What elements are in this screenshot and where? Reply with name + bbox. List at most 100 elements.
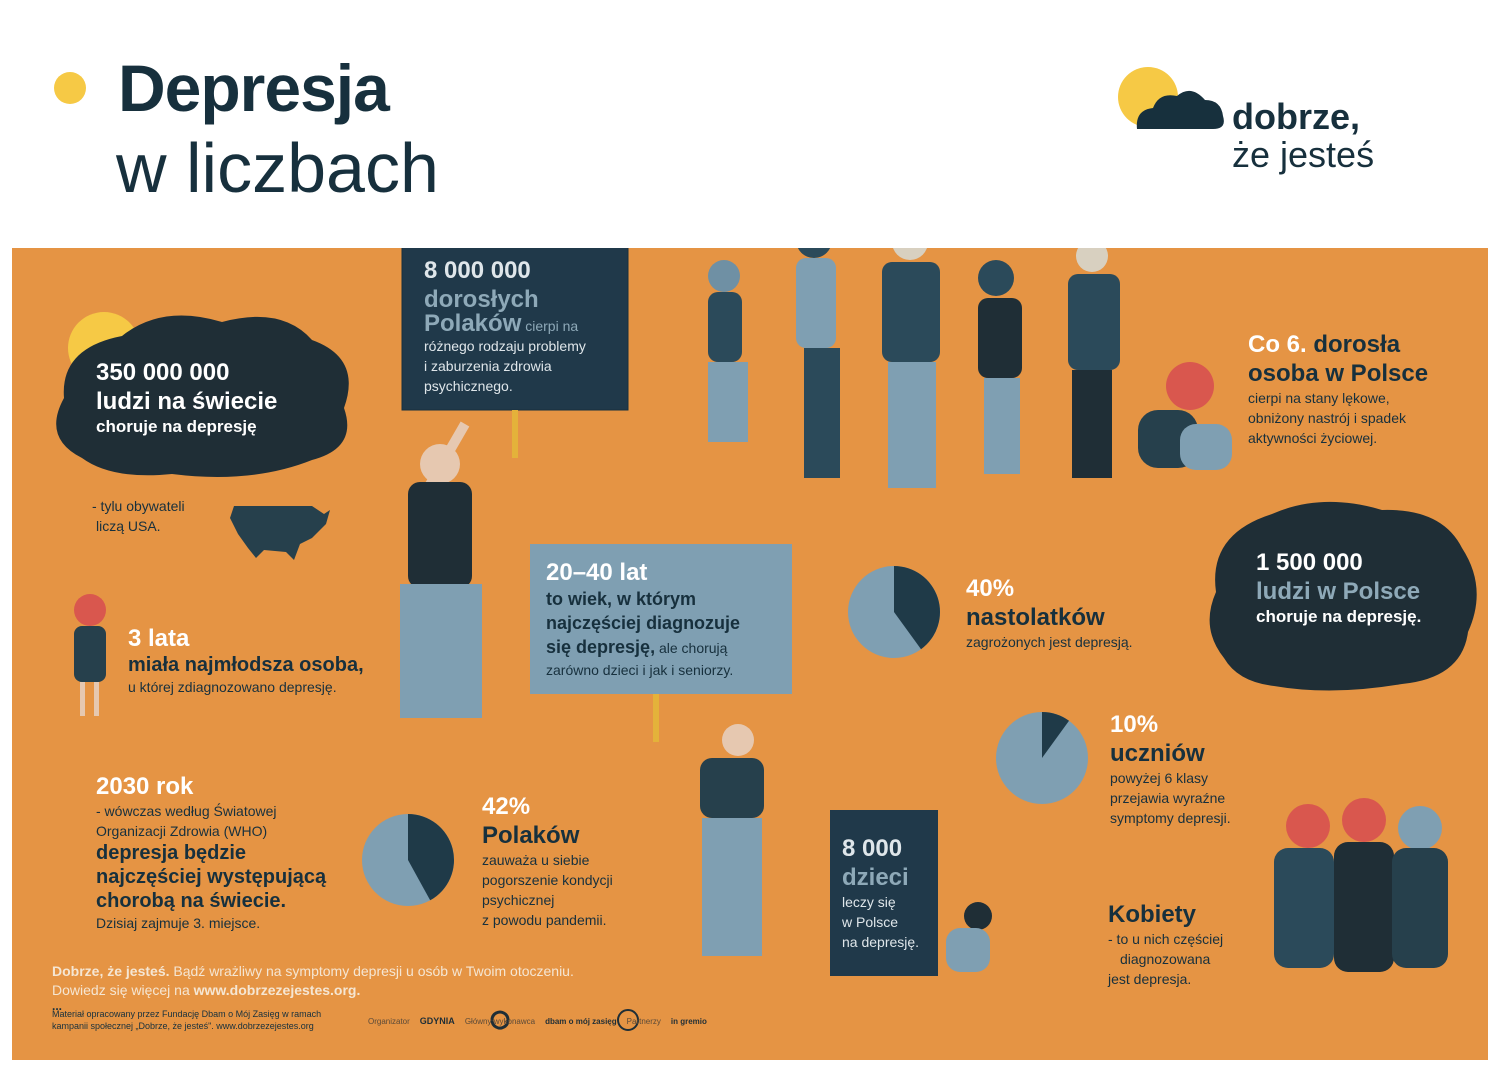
stat-line: ludzi w Polsce bbox=[1256, 578, 1421, 605]
stat-line: różnego rodzaju problemy bbox=[424, 338, 586, 354]
sign-stick bbox=[512, 410, 518, 458]
credit-line: kampanii społecznej „Dobrze, że jesteś".… bbox=[52, 1021, 314, 1031]
stat-line: zauważa u siebie bbox=[482, 852, 590, 868]
stat-line: ale chorują bbox=[658, 640, 728, 656]
sign-board bbox=[830, 810, 938, 976]
footer-credit: Materiał opracowany przez Fundację Dbam … bbox=[52, 1008, 321, 1032]
stat-youngest: 3 lata miała najmłodsza osoba, u której … bbox=[128, 624, 364, 697]
stat-line: uczniów bbox=[1110, 740, 1205, 767]
stat-sixth: Co 6. dorosła osoba w Polsce cierpi na s… bbox=[1248, 330, 1428, 448]
pie-slice bbox=[408, 814, 455, 901]
partner-logo-text: in gremio bbox=[670, 1016, 707, 1026]
stat-line: dorosłych bbox=[424, 286, 539, 313]
stat-highlight: Co 6. bbox=[1248, 331, 1307, 358]
stat-line: i zaburzenia zdrowia bbox=[424, 358, 552, 374]
stat-line: przejawia wyraźne bbox=[1110, 790, 1226, 806]
stat-line: - wówczas według Światowej bbox=[96, 803, 277, 819]
stat-line: cierpi na stany lękowe, bbox=[1248, 390, 1390, 406]
stat-number: 8 000 000 bbox=[424, 257, 531, 284]
stat-line: choruje na depresję. bbox=[1256, 607, 1422, 626]
stat-number: 1 500 000 bbox=[1256, 549, 1363, 576]
pie-chart-pandemic bbox=[362, 814, 455, 906]
partner-logo-icon bbox=[617, 1009, 639, 1031]
girl-with-sign-illustration bbox=[700, 724, 764, 956]
pie-chart-teens bbox=[848, 566, 941, 658]
stat-line: Organizacji Zdrowia (WHO) bbox=[96, 823, 268, 839]
page-title: Depresja bbox=[118, 51, 390, 125]
sun-cloud-logo-icon bbox=[1118, 67, 1224, 129]
stat-line: to wiek, w którym bbox=[546, 589, 697, 609]
partner-logo-icon bbox=[490, 1010, 510, 1030]
stat-line: aktywności życiowej. bbox=[1248, 430, 1378, 446]
stat-line: zarówno dzieci i jak i seniorzy. bbox=[546, 662, 734, 678]
partner-label: Partnerzy bbox=[626, 1016, 661, 1026]
stat-line: Dzisiaj zajmuje 3. miejsce. bbox=[96, 915, 261, 931]
stat-line: najczęściej występującą bbox=[96, 866, 327, 888]
usa-map-icon bbox=[230, 506, 330, 560]
pie-slice bbox=[894, 566, 941, 650]
partner-logos: Organizator GDYNIA Główny wykonawca dbam… bbox=[368, 1016, 707, 1026]
stat-adults: 8 000 000 dorosłych Polaków cierpi na ró… bbox=[424, 256, 624, 396]
partner-label: Organizator bbox=[368, 1016, 410, 1026]
stat-number: 350 000 000 bbox=[96, 359, 230, 386]
stat-number: 20–40 lat bbox=[546, 559, 648, 586]
stat-line: choruje na depresję bbox=[96, 417, 257, 436]
women-group-illustration bbox=[1274, 798, 1448, 972]
man-with-sign-illustration bbox=[400, 421, 482, 718]
stat-line: dorosła bbox=[1313, 331, 1401, 358]
stat-line: najczęściej diagnozuje bbox=[546, 613, 741, 633]
stat-number: 2030 rok bbox=[96, 773, 194, 800]
note-line: - tylu obywateli bbox=[92, 498, 185, 514]
footer-dots: ... bbox=[52, 999, 63, 1013]
stat-line: z powodu pandemii. bbox=[482, 912, 607, 928]
stat-line: - to u nich częściej bbox=[1108, 931, 1224, 947]
stat-line: obniżony nastrój i spadek bbox=[1248, 410, 1406, 426]
stat-line: symptomy depresji. bbox=[1110, 810, 1231, 826]
logo-text-line2: że jesteś bbox=[1232, 134, 1375, 175]
stat-women: Kobiety - to u nich częściej diagnozowan… bbox=[1108, 900, 1223, 989]
sitting-person-illustration bbox=[1138, 362, 1232, 470]
title-dot bbox=[54, 72, 86, 104]
stat-line: na depresję. bbox=[842, 934, 920, 950]
stat-line: cierpi na bbox=[525, 318, 579, 334]
logo-text-line1: dobrze, bbox=[1232, 96, 1361, 137]
stat-line: Polaków bbox=[482, 822, 580, 849]
stat-line: jest depresja. bbox=[1108, 971, 1192, 987]
stat-line: depresja będzie bbox=[96, 842, 247, 864]
sign-board bbox=[401, 248, 629, 411]
pie-chart-students bbox=[996, 712, 1088, 804]
stat-line: u której zdiagnozowano depresję. bbox=[128, 679, 337, 695]
stat-line: w Polsce bbox=[842, 914, 899, 930]
girl-illustration bbox=[74, 594, 106, 716]
sign-stick bbox=[653, 694, 659, 742]
dark-cloud-icon bbox=[56, 315, 349, 477]
dark-cloud-icon bbox=[1209, 501, 1477, 691]
footer-text: Bądź wrażliwy na symptomy depresji u osó… bbox=[173, 963, 574, 979]
footer-text: Dowiedz się więcej na bbox=[52, 982, 190, 998]
stat-number: 8 000 bbox=[842, 835, 903, 862]
stat-line: psychicznej bbox=[482, 892, 555, 908]
partner-logo-text: GDYNIA bbox=[419, 1016, 455, 1026]
stat-teens: 40% nastolatków zagrożonych jest depresj… bbox=[966, 574, 1133, 652]
stat-line: pogorszenie kondycji bbox=[482, 872, 613, 888]
stat-line: powyżej 6 klasy bbox=[1110, 770, 1209, 786]
footer: Dobrze, że jesteś. Bądź wrażliwy na symp… bbox=[52, 962, 574, 1012]
stat-heading: Kobiety bbox=[1108, 901, 1197, 928]
stat-students: 10% uczniów powyżej 6 klasy przejawia wy… bbox=[1110, 710, 1231, 828]
pie-slice bbox=[1042, 712, 1070, 758]
stat-line: leczy się bbox=[842, 894, 896, 910]
partner-logo-text: dbam o mój zasięg bbox=[545, 1016, 617, 1026]
stat-pandemic: 42% Polaków zauważa u siebie pogorszenie… bbox=[482, 792, 613, 930]
stat-number: 10% bbox=[1110, 711, 1159, 738]
footer-url[interactable]: www.dobrzezejestes.org. bbox=[193, 982, 361, 998]
stat-line: nastolatków bbox=[966, 604, 1105, 631]
crouching-child-illustration bbox=[946, 902, 992, 972]
stat-line: osoba w Polsce bbox=[1248, 360, 1429, 387]
stat-line: chorobą na świecie. bbox=[96, 890, 287, 912]
note-line: liczą USA. bbox=[96, 518, 161, 534]
stat-age: 20–40 lat to wiek, w którym najczęściej … bbox=[546, 558, 786, 680]
stat-who: 2030 rok - wówczas według Światowej Orga… bbox=[96, 772, 326, 933]
stat-line: dzieci bbox=[842, 864, 909, 891]
stat-bold: się depresję, bbox=[546, 637, 656, 657]
page-subtitle: w liczbach bbox=[116, 129, 439, 207]
